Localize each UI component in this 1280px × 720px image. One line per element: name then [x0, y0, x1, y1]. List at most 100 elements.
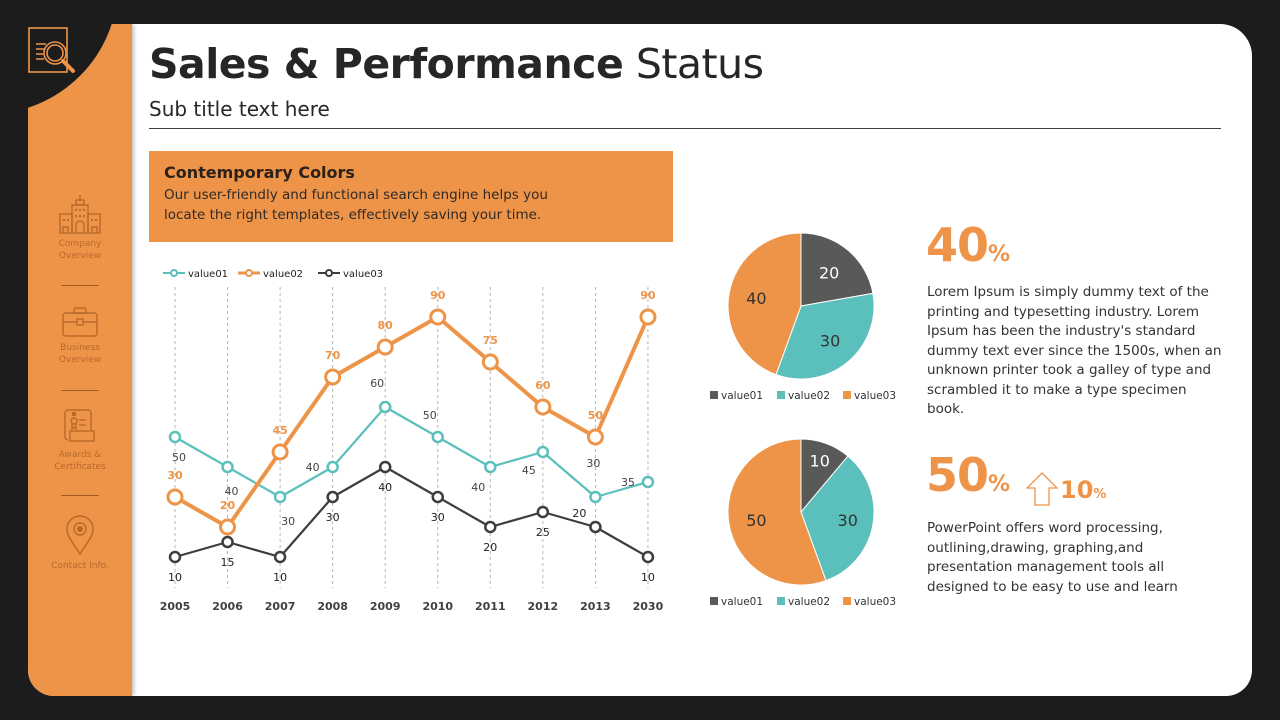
data-label: 50 — [423, 409, 437, 422]
data-label: 50 — [588, 409, 604, 422]
sidebar-item-label: Contact Info. — [51, 561, 109, 571]
data-label: 90 — [640, 289, 656, 302]
banner-text-line: Our user-friendly and functional search … — [164, 187, 548, 203]
stat-change-value: 10 — [1060, 476, 1094, 504]
x-tick-label: 2012 — [528, 600, 559, 613]
data-point — [326, 490, 339, 504]
sidebar-item-company-overview[interactable]: Company Overview — [28, 194, 132, 262]
data-point — [536, 505, 550, 519]
info-banner: Contemporary Colors Our user-friendly an… — [149, 151, 673, 242]
x-tick-label: 2030 — [633, 600, 664, 613]
pie-chart-1: 20 30 40 value01 value02 value03 — [710, 232, 896, 402]
stat-50-percent: 50% — [926, 448, 1010, 502]
stat-text-line: scrambled it to make a type specimen — [927, 381, 1187, 398]
data-point — [641, 475, 655, 489]
stat-value: 40 — [926, 218, 989, 272]
data-point — [484, 460, 497, 474]
banner-title: Contemporary Colors — [164, 163, 355, 182]
data-point — [536, 445, 550, 459]
data-label: 60 — [535, 379, 551, 392]
pie-slice-value03 — [727, 232, 802, 376]
x-tick-label: 2007 — [265, 600, 296, 613]
arrow-up-icon — [1026, 472, 1058, 506]
sidebar-item-label: Certificates — [54, 462, 106, 472]
data-label: 30 — [167, 469, 183, 482]
series-value02: 30 20 45 70 80 90 75 60 50 90 — [166, 289, 657, 536]
legend-label: value03 — [854, 390, 896, 402]
legend-swatch — [777, 391, 785, 399]
data-point — [589, 490, 602, 504]
stat-text-line: designed to be easy to use and learn — [927, 578, 1178, 595]
sidebar-item-awards-certificates[interactable]: Awards & Certificates — [28, 407, 132, 473]
legend-label: value01 — [188, 269, 228, 280]
stat-text-line: outlining,drawing, graphing,and — [927, 539, 1144, 556]
data-label: 30 — [586, 457, 600, 470]
data-point — [586, 428, 604, 446]
stat-change: 10% — [1060, 476, 1106, 504]
pie-legend-item-value03: value03 — [843, 596, 896, 608]
sidebar-divider — [61, 285, 99, 286]
certificate-icon — [64, 409, 95, 442]
legend-label: value01 — [721, 596, 763, 608]
data-label: 30 — [431, 511, 445, 524]
data-label: 40 — [378, 481, 392, 494]
data-label: 70 — [325, 349, 341, 362]
page-subtitle: Sub title text here — [149, 97, 330, 121]
data-point — [481, 353, 499, 371]
x-tick-label: 2005 — [160, 600, 191, 613]
data-point — [534, 398, 552, 416]
series-line — [174, 405, 649, 499]
pie-legend-item-value02: value02 — [777, 596, 830, 608]
data-point — [431, 430, 444, 444]
pie-chart-2: 10 30 50 value01 value02 value03 — [710, 438, 896, 608]
pie-legend-item-value01: value01 — [710, 596, 763, 608]
sidebar-divider — [61, 390, 99, 391]
data-point — [273, 550, 287, 564]
data-point — [324, 368, 342, 386]
pie-slice-label: 50 — [746, 511, 766, 530]
legend-swatch-marker — [170, 269, 178, 277]
sidebar-item-contact-info[interactable]: Contact Info. — [28, 514, 132, 572]
x-tick-label: 2011 — [475, 600, 506, 613]
sidebar-item-business-overview[interactable]: Business Overview — [28, 306, 132, 366]
data-label: 10 — [273, 571, 287, 584]
data-label: 40 — [471, 481, 485, 494]
x-tick-label: 2010 — [422, 600, 453, 613]
data-point — [326, 460, 339, 474]
data-point — [273, 490, 287, 504]
data-label: 30 — [281, 515, 295, 528]
stat-description: PowerPoint offers word processing, outlin… — [927, 519, 1227, 597]
pie-slice-label: 30 — [820, 332, 840, 351]
data-label: 60 — [370, 377, 384, 390]
sidebar-item-label: Business — [60, 343, 100, 353]
legend-swatch — [843, 597, 851, 605]
location-pin-icon — [66, 515, 94, 556]
data-label: 10 — [641, 571, 655, 584]
stat-change-unit: % — [1093, 487, 1107, 502]
legend-swatch — [710, 597, 718, 605]
data-label: 25 — [536, 526, 550, 539]
data-point — [168, 550, 182, 564]
sidebar: Company Overview Business Overview — [28, 24, 132, 696]
banner-text-line: locate the right templates, effectively … — [164, 207, 542, 223]
slide-card: Company Overview Business Overview — [28, 24, 1252, 696]
data-label: 50 — [172, 451, 186, 464]
stat-unit: % — [988, 242, 1011, 267]
sidebar-item-label: Company — [58, 239, 102, 249]
data-label: 45 — [522, 464, 536, 477]
series-line — [174, 465, 649, 559]
stat-text-line: Ipsum has been the industry's standard — [927, 323, 1196, 339]
data-point — [641, 550, 655, 564]
legend-label: value01 — [721, 390, 763, 402]
pie-slice-label: 30 — [838, 511, 858, 530]
data-point — [219, 518, 237, 536]
data-label: 40 — [225, 485, 239, 498]
data-label: 20 — [483, 541, 497, 554]
x-tick-label: 2009 — [370, 600, 401, 613]
stat-text-line: presentation management tools all — [927, 559, 1165, 575]
data-point — [221, 535, 234, 549]
sidebar-item-label: Awards & — [58, 450, 102, 460]
pie-legend-item-value03: value03 — [843, 390, 896, 402]
legend-swatch-marker — [245, 269, 253, 277]
x-tick-label: 2013 — [580, 600, 611, 613]
